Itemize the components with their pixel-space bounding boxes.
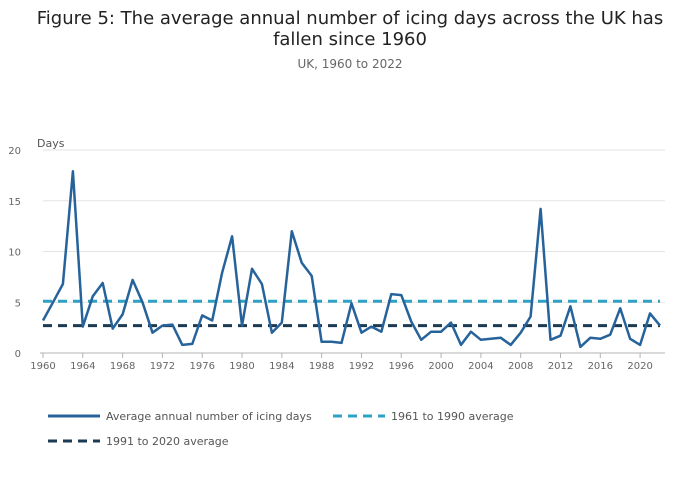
x-tick-label: 2012 [548, 361, 573, 372]
x-tick-label: 2000 [428, 361, 453, 372]
y-tick-label: 5 [15, 298, 21, 309]
legend-label: 1961 to 1990 average [391, 410, 514, 423]
y-axis-label: Days [37, 137, 65, 150]
x-tick-label: 1984 [269, 361, 294, 372]
y-tick-label: 20 [8, 146, 21, 157]
x-tick-label: 2016 [588, 361, 613, 372]
y-tick-label: 15 [8, 197, 21, 208]
legend: Average annual number of icing days 1961 … [48, 410, 514, 448]
y-axis-ticks: 0 5 10 15 20 [8, 146, 21, 360]
x-tick-label: 1960 [30, 361, 55, 372]
x-tick-label: 2020 [627, 361, 652, 372]
chart-subtitle: UK, 1960 to 2022 [297, 57, 403, 71]
x-tick-label: 1992 [349, 361, 374, 372]
x-tick-label: 1996 [389, 361, 414, 372]
series-line-icing-days [41, 170, 661, 349]
y-tick-label: 10 [8, 248, 21, 259]
x-axis: 1960 1964 1968 1972 1976 1980 1984 1988 1992 1996… [30, 352, 665, 372]
chart-title: Figure 5: The average annual number of i… [36, 8, 664, 50]
series-lines [41, 170, 661, 349]
x-tick-label: 1964 [70, 361, 95, 372]
x-tick-label: 2004 [468, 361, 493, 372]
x-tick-label: 1988 [309, 361, 334, 372]
y-tick-label: 0 [15, 349, 21, 360]
x-tick-label: 1968 [110, 361, 135, 372]
x-tick-label: 1972 [150, 361, 175, 372]
x-tick-label: 1976 [189, 361, 214, 372]
legend-label: Average annual number of icing days [106, 410, 312, 423]
gridlines [43, 149, 665, 303]
legend-label: 1991 to 2020 average [106, 435, 229, 448]
x-tick-label: 1980 [229, 361, 254, 372]
x-tick-label: 2008 [508, 361, 533, 372]
